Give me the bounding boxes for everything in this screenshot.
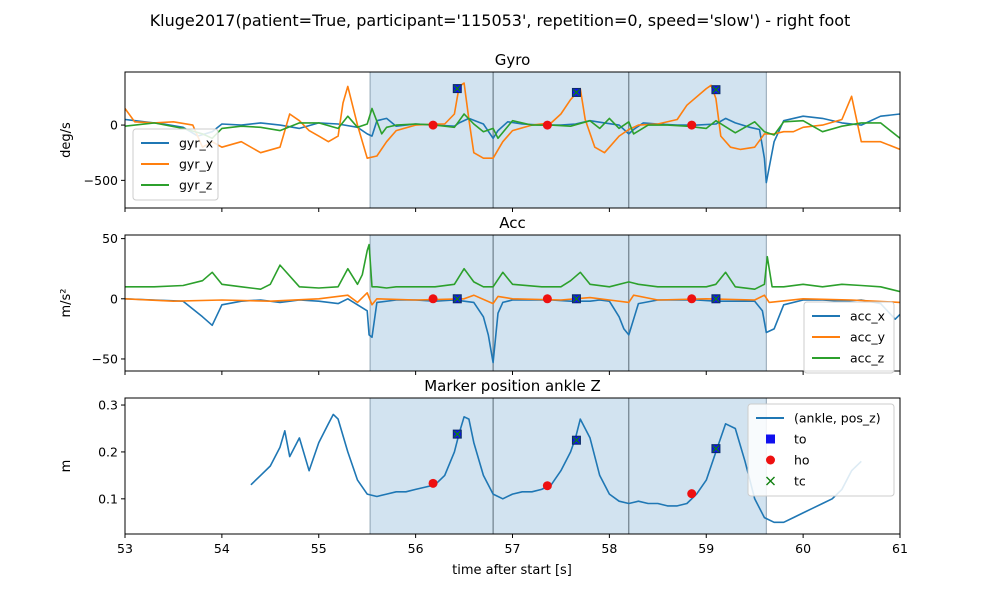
x-tick-label: 56 <box>408 541 424 556</box>
y-axis-label: deg/s <box>59 122 74 158</box>
marker-ho <box>542 481 552 491</box>
plot-area <box>250 398 862 534</box>
y-tick-label: −500 <box>84 173 118 188</box>
y-axis-label: m <box>59 460 74 473</box>
legend-label: acc_z <box>850 351 885 366</box>
marker-tc <box>453 85 461 93</box>
marker-tc <box>712 86 720 94</box>
marker-tc <box>453 295 461 303</box>
marker-ho <box>542 120 552 130</box>
y-tick-label: 50 <box>102 231 118 246</box>
legend-label: acc_y <box>850 330 886 345</box>
marker-ho <box>428 478 438 488</box>
marker-tc <box>572 436 580 444</box>
marker-ho <box>687 294 697 304</box>
y-tick-label: 0.2 <box>98 444 118 459</box>
stride-span <box>369 72 767 208</box>
marker-ho <box>687 489 697 499</box>
legend-label: (ankle, pos_z) <box>794 411 881 426</box>
legend-label: ho <box>794 453 810 468</box>
marker-ho <box>428 120 438 130</box>
plot-area <box>125 235 900 371</box>
legend-box <box>747 403 895 497</box>
series-acc-z <box>125 243 900 293</box>
marker-ho <box>687 120 697 130</box>
panel-title: Marker position ankle Z <box>424 377 601 395</box>
x-tick-label: 61 <box>892 541 908 556</box>
marker-tc <box>712 445 720 453</box>
legend-label: tc <box>794 474 806 489</box>
y-tick-label: 0.1 <box>98 491 118 506</box>
marker-ho <box>542 294 552 304</box>
legend-x <box>766 476 775 486</box>
stride-span <box>369 235 767 371</box>
stride-span <box>369 398 767 534</box>
series-acc-y <box>125 291 900 306</box>
x-tick-label: 55 <box>311 541 327 556</box>
marker-tc <box>572 88 580 96</box>
x-tick-label: 58 <box>601 541 617 556</box>
y-tick-label: −50 <box>92 351 118 366</box>
y-axis-label: m/s² <box>59 288 74 317</box>
legend-square <box>766 434 775 444</box>
legend-box <box>803 301 895 374</box>
x-tick-label: 60 <box>795 541 811 556</box>
legend-label: gyr_x <box>179 136 213 151</box>
legend-label: to <box>794 432 807 447</box>
legend-circle <box>766 455 775 465</box>
panel-1: −500 0 Gyro deg/s gyr_x gyr_y gyr_z <box>59 51 901 212</box>
x-tick-label: 54 <box>214 541 230 556</box>
y-tick-label: 0.3 <box>98 398 118 413</box>
marker-ho <box>428 294 438 304</box>
plot-area <box>125 72 900 208</box>
x-tick-label: 53 <box>117 541 133 556</box>
marker-tc <box>453 430 461 438</box>
figure-title: Kluge2017(patient=True, participant='115… <box>150 11 851 30</box>
marker-tc <box>712 295 720 303</box>
panel-3: 0.1 0.2 0.3 53 54 55 56 57 58 59 60 61 Marker positi… <box>59 377 908 556</box>
x-tick-label: 57 <box>505 541 521 556</box>
x-axis-label: time after start [s] <box>452 563 572 578</box>
y-tick-label: 0 <box>110 291 118 306</box>
series-acc-x <box>125 297 900 364</box>
x-tick-label: 59 <box>698 541 714 556</box>
legend: acc_x acc_y acc_z <box>803 301 895 374</box>
y-tick-label: 0 <box>110 118 118 133</box>
legend: (ankle, pos_z)to ho tc <box>747 403 895 497</box>
legend: gyr_x gyr_y gyr_z <box>132 128 219 201</box>
panel-2: −50 0 50 Acc m/s² acc_x acc_y acc_z <box>59 214 901 375</box>
legend-box <box>132 128 219 201</box>
series-gyr-y <box>125 82 900 159</box>
series-gyr-z <box>125 107 900 140</box>
panel-title: Acc <box>499 214 526 232</box>
legend-label: acc_x <box>850 309 885 324</box>
legend-label: gyr_y <box>179 157 214 172</box>
legend-label: gyr_z <box>179 178 213 193</box>
marker-tc <box>572 295 580 303</box>
panel-title: Gyro <box>495 51 531 69</box>
